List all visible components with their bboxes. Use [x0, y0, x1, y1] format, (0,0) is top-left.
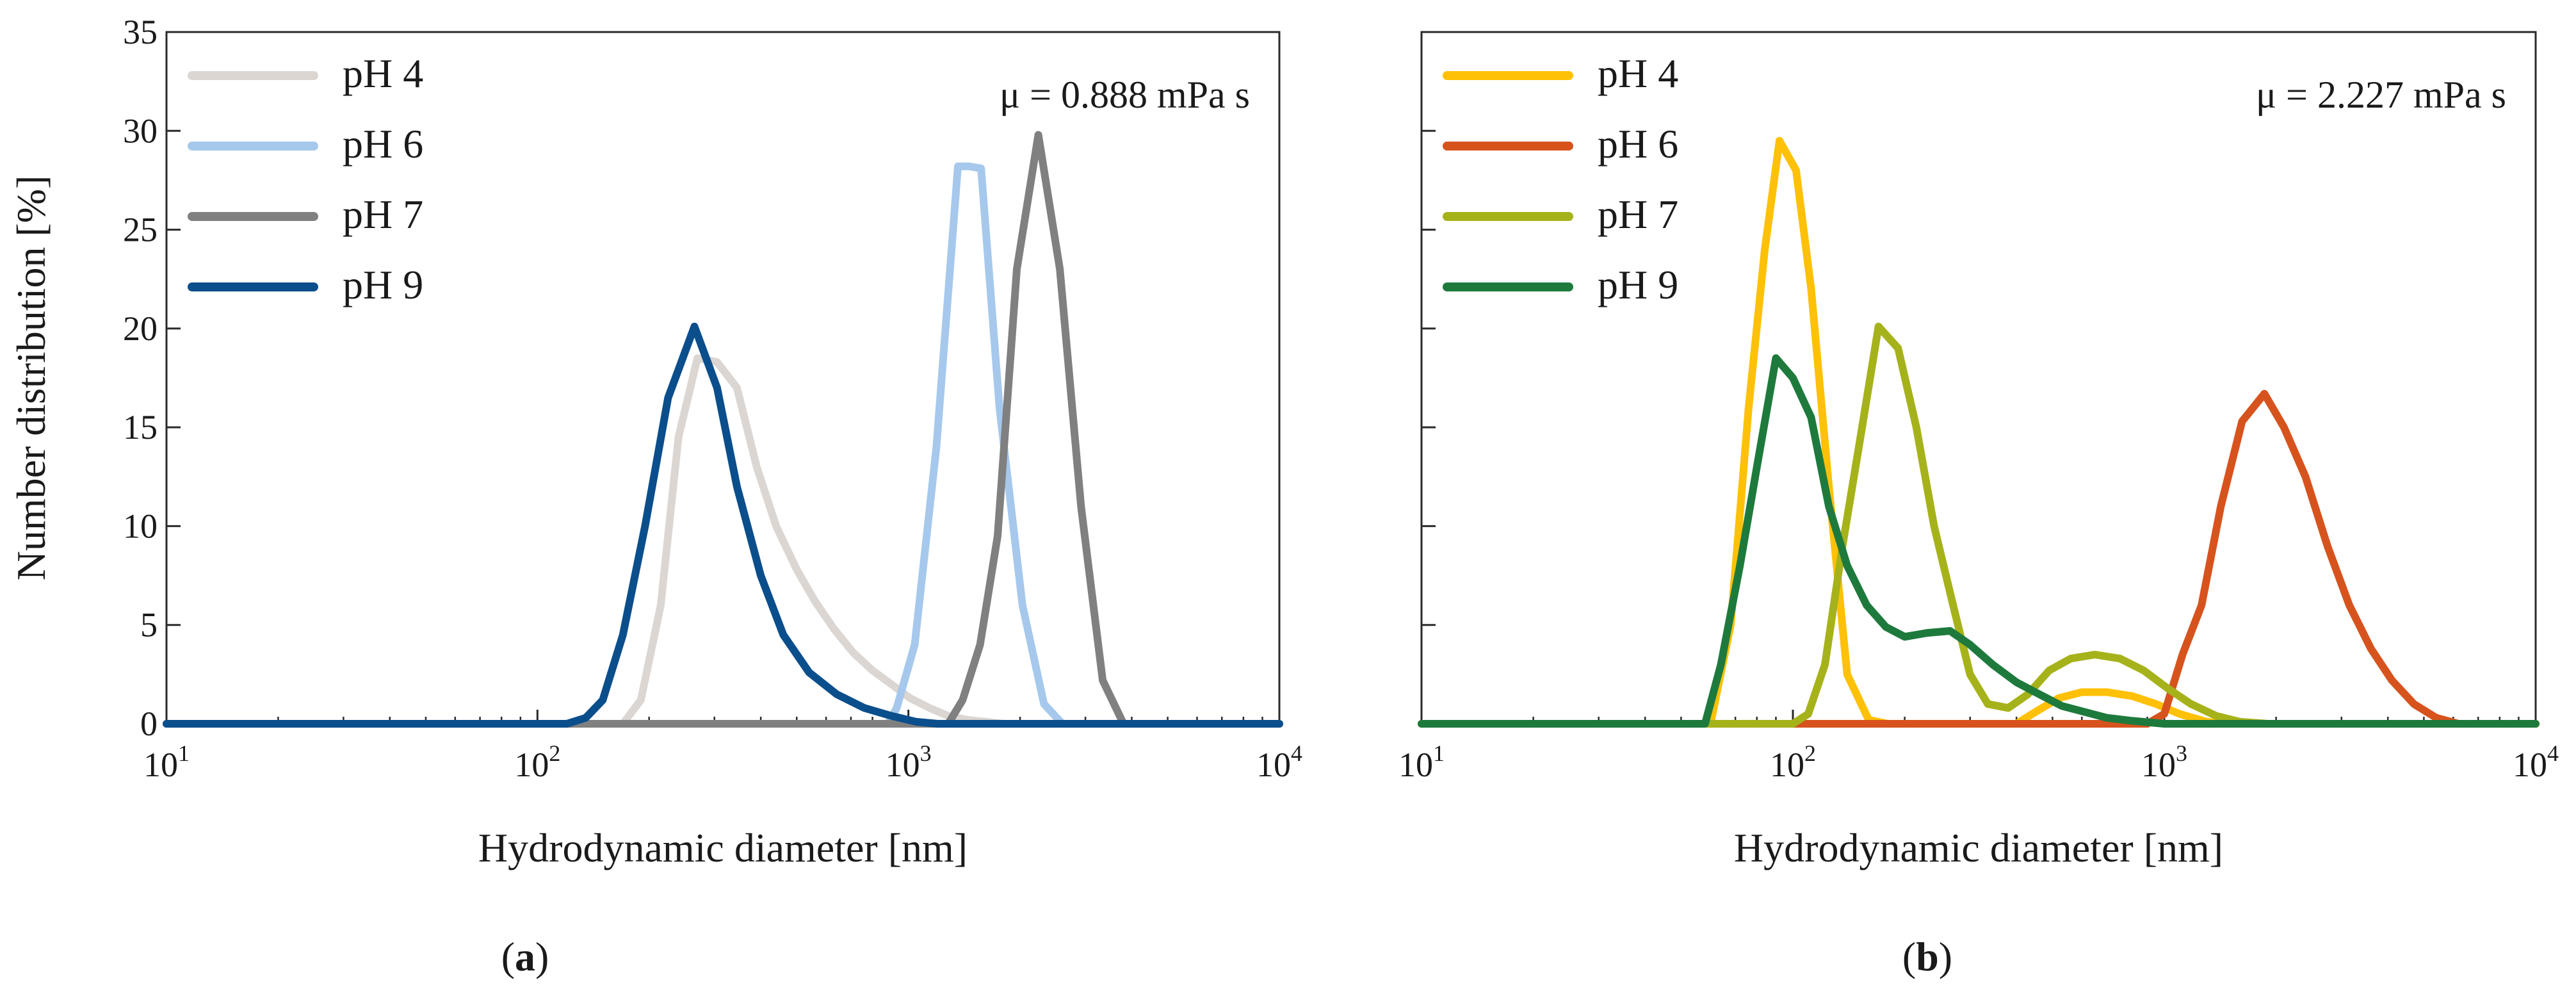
series-line-ph7 — [163, 131, 1283, 728]
panel-label: (a) — [501, 934, 549, 979]
chart-panel-a: 0 5 10 15 20 25 30 35 101 102 103 104 pH 4 pH 6 pH 7 pH… — [8, 13, 1302, 979]
legend-label: pH 6 — [1598, 121, 1678, 167]
x-tick-label: 104 — [1256, 740, 1302, 784]
y-tick-label: 25 — [123, 211, 158, 249]
plot-frame — [1420, 31, 2537, 725]
x-tick-label: 101 — [143, 740, 190, 784]
series-line-ph9 — [1418, 354, 2540, 728]
chart-panel-b: 101 102 103 104 pH 4 pH 6 pH 7 pH 9 μ = 2.227 mP… — [1398, 31, 2559, 979]
y-tick-label: 5 — [140, 606, 158, 644]
x-axis-title: Hydrodynamic diameter [nm] — [1734, 825, 2223, 870]
series-line-ph7 — [1418, 322, 2540, 728]
x-tick-label: 102 — [1770, 740, 1816, 784]
series-line-ph6 — [163, 162, 1283, 728]
x-tick-label: 103 — [886, 740, 932, 784]
x-axis-title: Hydrodynamic diameter [nm] — [478, 825, 968, 870]
x-tick-label: 104 — [2513, 740, 2559, 784]
plot-frame — [165, 31, 1281, 725]
y-axis-title: Number distribution [%] — [8, 176, 54, 581]
x-tick-label: 101 — [1398, 740, 1445, 784]
y-tick-label: 15 — [123, 408, 158, 446]
x-tick-label: 103 — [2141, 740, 2187, 784]
viscosity-annotation: μ = 0.888 mPa s — [1000, 74, 1250, 116]
legend-label: pH 7 — [343, 192, 423, 237]
legend-label: pH 4 — [343, 51, 423, 96]
y-tick-label: 10 — [123, 507, 158, 545]
legend-label: pH 7 — [1598, 192, 1678, 237]
legend-label: pH 4 — [1598, 51, 1678, 96]
legend-label: pH 6 — [343, 121, 423, 167]
viscosity-annotation: μ = 2.227 mPa s — [2256, 74, 2506, 116]
y-tick-label: 0 — [140, 705, 158, 743]
series-line-ph6 — [1418, 389, 2540, 728]
legend-label: pH 9 — [1598, 262, 1678, 307]
series-line-ph9 — [163, 322, 1283, 728]
y-tick-label: 35 — [123, 13, 158, 51]
y-tick-label: 20 — [123, 309, 158, 348]
panel-label: (b) — [1902, 934, 1952, 979]
x-tick-label: 102 — [514, 740, 560, 784]
legend-label: pH 9 — [343, 262, 423, 307]
y-tick-label: 30 — [123, 111, 158, 150]
